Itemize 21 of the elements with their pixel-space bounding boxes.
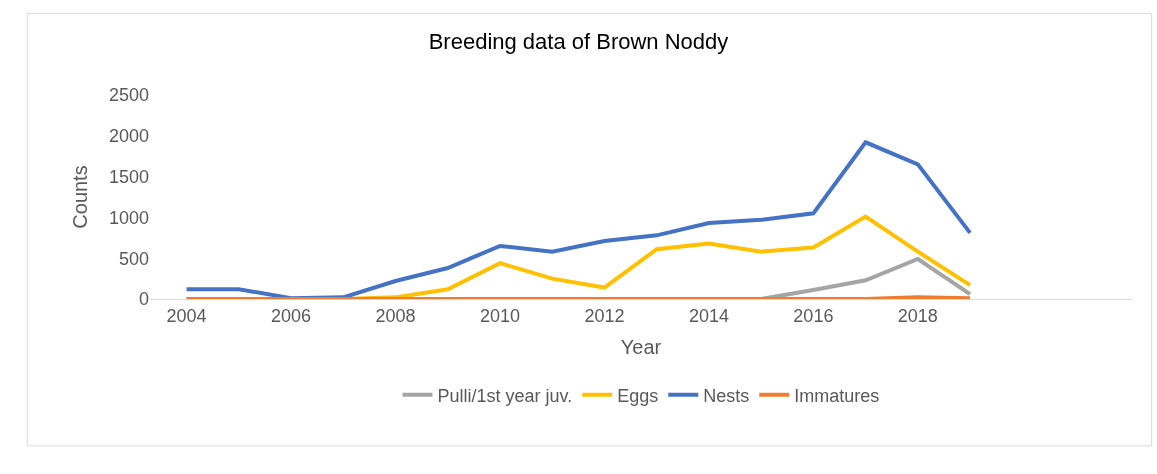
y-axis-title: Counts bbox=[69, 165, 92, 229]
legend-label: Pulli/1st year juv. bbox=[437, 385, 573, 406]
chart-title: Breeding data of Brown Noddy bbox=[428, 28, 729, 54]
y-tick-label: 500 bbox=[118, 248, 149, 269]
y-tick-label: 1500 bbox=[108, 166, 149, 187]
legend-label: Nests bbox=[703, 385, 750, 406]
x-tick-label: 2014 bbox=[688, 305, 729, 326]
legend-label: Immatures bbox=[794, 385, 880, 406]
y-tick-label: 0 bbox=[138, 289, 149, 310]
y-tick-label: 1000 bbox=[108, 207, 149, 228]
x-tick-label: 2018 bbox=[897, 305, 938, 326]
x-axis-title: Year bbox=[620, 336, 662, 359]
y-tick-label: 2000 bbox=[108, 126, 149, 147]
legend-label: Eggs bbox=[617, 385, 659, 406]
x-tick-label: 2006 bbox=[271, 305, 312, 326]
y-tick-label: 2500 bbox=[108, 85, 149, 106]
x-tick-label: 2004 bbox=[166, 305, 207, 326]
x-tick-label: 2016 bbox=[793, 305, 834, 326]
x-tick-label: 2012 bbox=[584, 305, 625, 326]
x-tick-label: 2010 bbox=[479, 305, 520, 326]
x-tick-label: 2008 bbox=[375, 305, 416, 326]
